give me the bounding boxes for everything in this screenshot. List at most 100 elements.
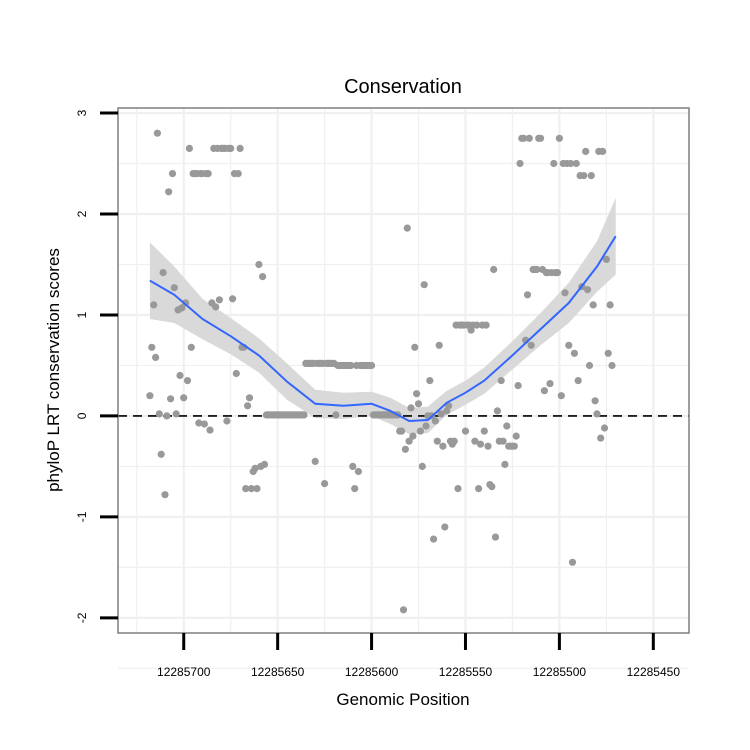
data-point (260, 460, 269, 468)
x-tick-label: 12285450 (627, 665, 681, 679)
data-point (525, 134, 533, 142)
data-point (311, 457, 319, 465)
data-point (187, 343, 195, 351)
data-point (351, 485, 359, 493)
data-point (223, 417, 231, 425)
data-point (488, 483, 496, 491)
data-point (570, 349, 579, 357)
data-point (461, 427, 470, 435)
data-point (259, 273, 267, 281)
data-point (253, 485, 261, 493)
data-point (512, 432, 520, 440)
data-point (490, 265, 498, 274)
data-point (520, 134, 528, 142)
data-point (503, 422, 511, 430)
data-point (155, 410, 163, 418)
confidence-ribbon (149, 197, 616, 435)
data-point (347, 361, 355, 370)
data-point (418, 462, 426, 470)
data-point (600, 424, 609, 432)
data-point (587, 172, 595, 180)
x-tick-label: 12285650 (251, 665, 305, 679)
data-point (398, 427, 406, 435)
y-tick-label: 1 (75, 311, 89, 318)
y-axis-ticks: -2 -1 0 1 2 3 (75, 109, 118, 623)
data-point (167, 395, 175, 403)
data-point (491, 533, 500, 541)
data-point (349, 462, 357, 470)
data-point (584, 286, 592, 294)
data-point (405, 437, 413, 445)
x-axis-ticks: 12285700 12285650 12285600 12285550 12285500… (157, 633, 680, 679)
data-point (533, 265, 541, 274)
y-tick-label: -2 (75, 612, 89, 623)
plot-panel (117, 107, 690, 669)
data-point (567, 159, 575, 168)
data-point (163, 412, 171, 420)
y-tick-label: -1 (75, 511, 89, 522)
data-point (321, 480, 329, 488)
data-point (414, 400, 423, 408)
data-point (499, 437, 507, 445)
data-point (493, 407, 501, 415)
data-point (430, 535, 438, 543)
y-tick-label: 3 (75, 109, 89, 116)
data-point (574, 377, 582, 385)
data-point (200, 420, 208, 428)
data-point (165, 188, 173, 196)
data-point (476, 440, 485, 448)
data-point (416, 427, 424, 435)
data-point (582, 147, 590, 155)
data-point (227, 144, 235, 152)
data-point (157, 450, 165, 458)
data-point (426, 377, 434, 385)
data-point (480, 427, 488, 435)
data-point (332, 411, 340, 419)
data-point (178, 304, 186, 312)
data-point (454, 485, 462, 493)
data-point (247, 485, 255, 493)
data-point (565, 341, 573, 349)
data-point (501, 460, 509, 468)
data-point (439, 442, 447, 450)
data-point (537, 134, 545, 142)
y-tick-label: 0 (75, 412, 89, 419)
data-point (242, 485, 250, 493)
data-point (185, 144, 193, 152)
data-point (172, 410, 180, 418)
data-points (146, 129, 616, 614)
data-point (180, 394, 188, 402)
data-point (236, 144, 244, 152)
data-point (433, 437, 441, 445)
data-point (300, 411, 308, 419)
x-tick-label: 12285500 (533, 665, 587, 679)
data-point (183, 377, 192, 385)
data-point (195, 419, 203, 427)
data-point (150, 301, 158, 309)
data-point (206, 426, 214, 434)
data-point (441, 523, 449, 531)
data-point (561, 289, 569, 297)
data-point (215, 296, 223, 304)
data-point (540, 387, 549, 395)
data-point (516, 159, 524, 168)
data-point (399, 606, 408, 614)
data-point (420, 281, 428, 289)
y-axis-title: phyloP LRT conservation scores (44, 248, 63, 492)
data-point (422, 422, 430, 430)
data-point (585, 361, 594, 370)
x-axis-title: Genomic Position (336, 690, 469, 709)
data-point (407, 404, 415, 412)
data-point (413, 390, 421, 398)
data-point (593, 410, 601, 418)
panel-frame (117, 107, 690, 634)
data-point (161, 491, 169, 499)
data-point (229, 295, 237, 303)
data-point (251, 464, 259, 472)
smooth-trend-line (149, 235, 617, 423)
data-point (354, 467, 362, 476)
data-point (255, 260, 263, 269)
data-point (431, 417, 439, 425)
data-point (170, 284, 178, 292)
data-point (232, 369, 240, 378)
